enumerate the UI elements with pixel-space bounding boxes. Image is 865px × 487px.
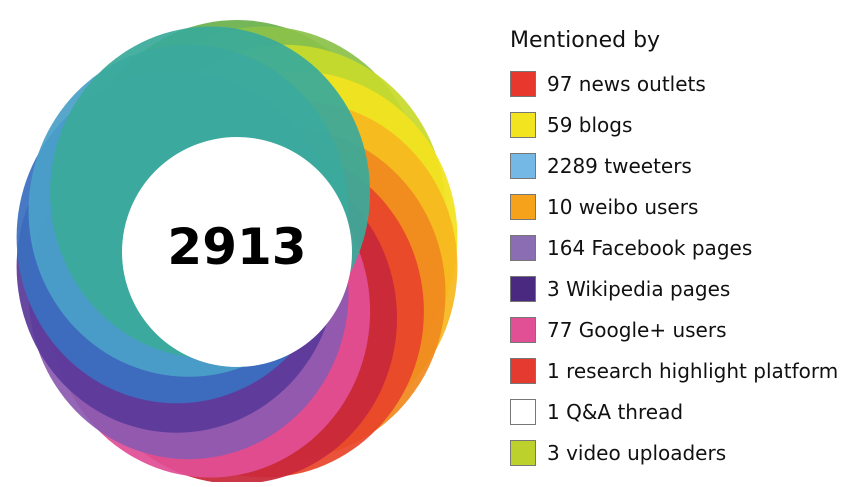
- legend-label: 3 video uploaders: [547, 440, 727, 465]
- legend: Mentioned by 97 news outlets 59 blogs 2289…: [510, 28, 855, 473]
- legend-item: 10 weibo users: [510, 186, 855, 227]
- donut-hole: [122, 137, 352, 367]
- legend-swatch: [510, 316, 536, 343]
- legend-list: 97 news outlets 59 blogs 2289 tweeters 10 w…: [510, 63, 855, 473]
- legend-swatch: [510, 70, 536, 97]
- legend-swatch: [510, 439, 536, 466]
- legend-swatch: [510, 398, 536, 425]
- legend-label: 1 Q&A thread: [547, 399, 684, 424]
- legend-label: 3 Wikipedia pages: [547, 276, 731, 301]
- legend-label: 10 weibo users: [547, 194, 699, 219]
- legend-label: 77 Google+ users: [547, 317, 727, 342]
- altmetric-donut: 2913: [12, 12, 462, 482]
- legend-label: 97 news outlets: [547, 71, 706, 96]
- legend-item: 1 research highlight platform: [510, 350, 855, 391]
- legend-item: 164 Facebook pages: [510, 227, 855, 268]
- legend-swatch: [510, 152, 536, 179]
- legend-swatch: [510, 275, 536, 302]
- legend-title: Mentioned by: [510, 28, 661, 53]
- legend-item: 59 blogs: [510, 104, 855, 145]
- legend-label: 2289 tweeters: [547, 153, 692, 178]
- legend-swatch: [510, 357, 536, 384]
- legend-item: 2289 tweeters: [510, 145, 855, 186]
- legend-swatch: [510, 111, 536, 138]
- legend-swatch: [510, 193, 536, 220]
- legend-item: 3 video uploaders: [510, 432, 855, 473]
- donut-chart: [16, 20, 458, 482]
- legend-item: 1 Q&A thread: [510, 391, 855, 432]
- legend-label: 164 Facebook pages: [547, 235, 753, 260]
- legend-swatch: [510, 234, 536, 261]
- legend-item: 77 Google+ users: [510, 309, 855, 350]
- legend-label: 59 blogs: [547, 112, 633, 137]
- legend-label: 1 research highlight platform: [547, 358, 839, 383]
- legend-item: 97 news outlets: [510, 63, 855, 104]
- legend-item: 3 Wikipedia pages: [510, 268, 855, 309]
